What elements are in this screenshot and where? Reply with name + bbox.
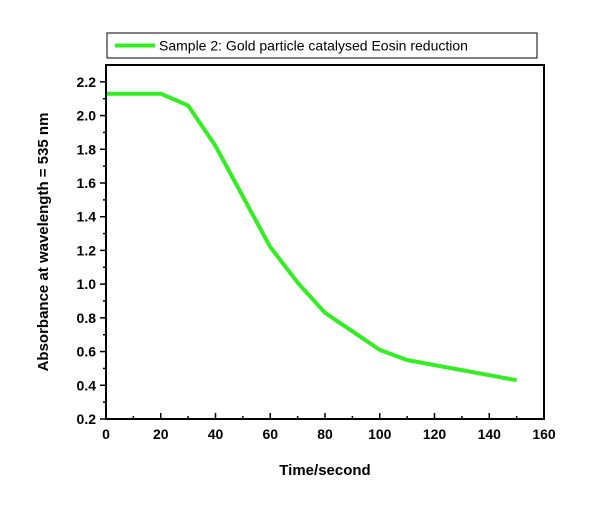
- y-tick-label: 2.0: [77, 108, 97, 124]
- axis-ticks: [100, 81, 545, 420]
- y-tick-label: 0.8: [77, 310, 97, 326]
- y-tick-label: 0.6: [77, 344, 97, 360]
- x-tick-label: 0: [102, 426, 110, 442]
- y-tick-label: 1.8: [77, 141, 97, 157]
- y-tick-label: 0.4: [77, 377, 97, 393]
- y-axis-title: Absorbance at wavelength = 535 nm: [35, 113, 52, 372]
- y-tick-label: 1.6: [77, 175, 97, 191]
- y-tick-label: 1.0: [77, 276, 97, 292]
- legend-box: [106, 32, 538, 59]
- y-tick-label: 1.4: [77, 209, 97, 225]
- x-tick-label: 100: [368, 426, 392, 442]
- series-line: [106, 91, 517, 383]
- legend-entry: Sample 2: Gold particle catalysed Eosin …: [159, 38, 468, 54]
- y-tick-label: 0.2: [77, 411, 97, 427]
- x-tick-label: 40: [208, 426, 224, 442]
- x-tick-label: 60: [262, 426, 278, 442]
- x-tick-label: 80: [317, 426, 333, 442]
- x-tick-label: 140: [478, 426, 502, 442]
- plot-frame: [105, 64, 545, 420]
- y-tick-label: 2.2: [77, 74, 97, 90]
- legend: Sample 2: Gold particle catalysed Eosin …: [106, 32, 538, 59]
- y-tick-label: 1.2: [77, 242, 97, 258]
- x-tick-label: 20: [153, 426, 169, 442]
- axis-tick-labels: 0 20 40 60 80 100 120 140 160 0.2 0.4 0.6 0.8 1.0 1.2 1…: [77, 74, 556, 442]
- x-tick-label: 120: [423, 426, 447, 442]
- x-tick-label: 160: [532, 426, 556, 442]
- x-axis-title: Time/second: [279, 462, 370, 479]
